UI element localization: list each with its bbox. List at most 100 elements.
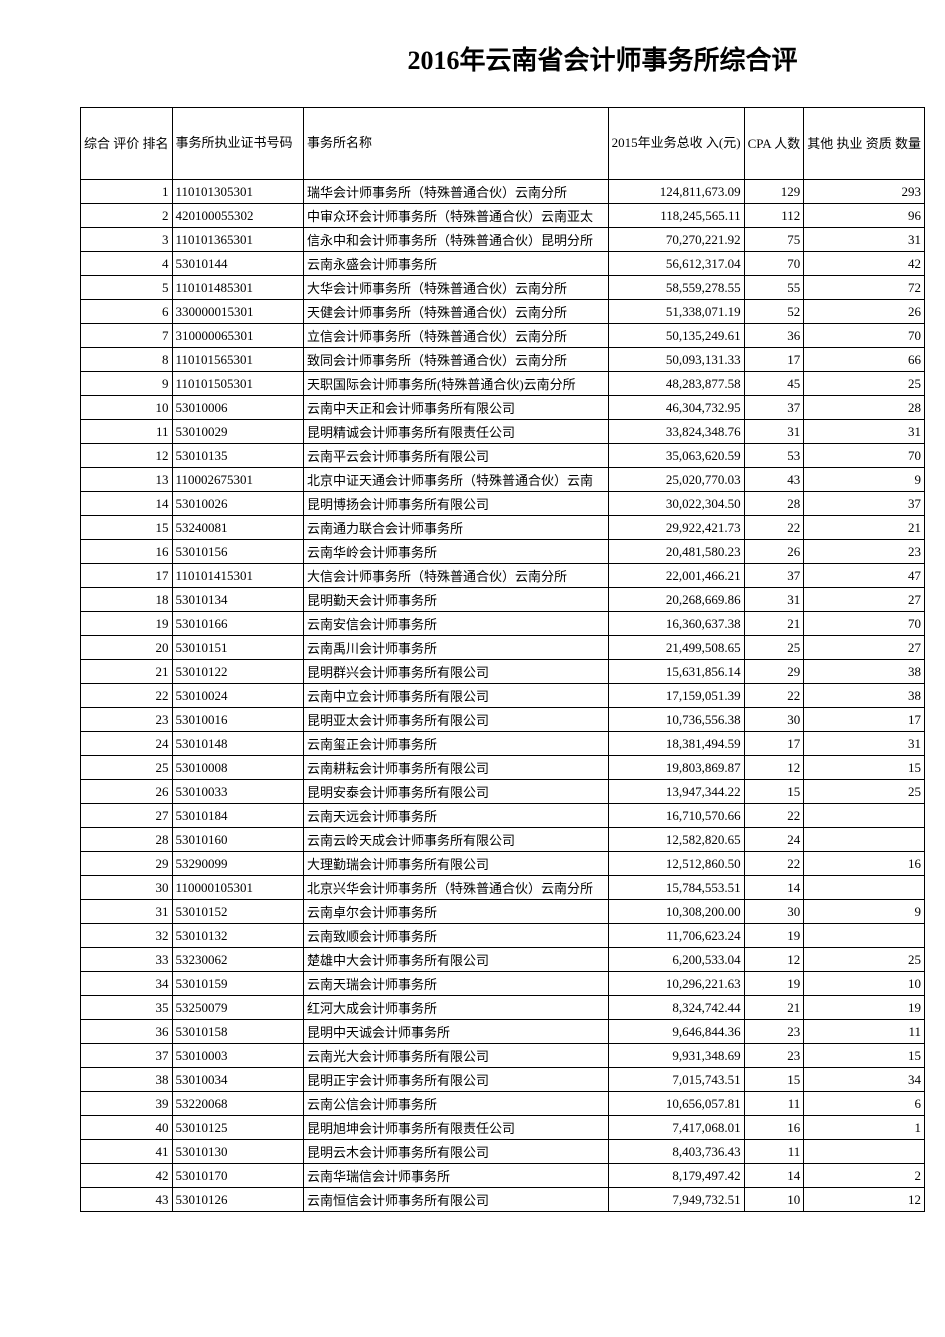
table-row: 4253010170云南华瑞信会计师事务所8,179,497.42142 bbox=[81, 1164, 925, 1188]
cell-income: 33,824,348.76 bbox=[608, 420, 744, 444]
table-row: 2153010122昆明群兴会计师事务所有限公司15,631,856.14293… bbox=[81, 660, 925, 684]
cell-name: 昆明旭坤会计师事务所有限责任公司 bbox=[303, 1116, 608, 1140]
cell-name: 立信会计师事务所（特殊普通合伙）云南分所 bbox=[303, 324, 608, 348]
cell-rank: 37 bbox=[81, 1044, 173, 1068]
cell-name: 云南中立会计师事务所有限公司 bbox=[303, 684, 608, 708]
cell-rank: 20 bbox=[81, 636, 173, 660]
cell-cpa: 23 bbox=[744, 1044, 804, 1068]
table-row: 3110101365301信永中和会计师事务所（特殊普通合伙）昆明分所70,27… bbox=[81, 228, 925, 252]
cell-other: 23 bbox=[804, 540, 925, 564]
cell-rank: 14 bbox=[81, 492, 173, 516]
cell-license: 53010151 bbox=[172, 636, 303, 660]
table-row: 3653010158昆明中天诚会计师事务所9,646,844.362311 bbox=[81, 1020, 925, 1044]
cell-license: 53010184 bbox=[172, 804, 303, 828]
table-row: 5110101485301大华会计师事务所（特殊普通合伙）云南分所58,559,… bbox=[81, 276, 925, 300]
cell-income: 21,499,508.65 bbox=[608, 636, 744, 660]
table-row: 1253010135云南平云会计师事务所有限公司35,063,620.59537… bbox=[81, 444, 925, 468]
cell-cpa: 22 bbox=[744, 804, 804, 828]
cell-other: 12 bbox=[804, 1188, 925, 1212]
cell-rank: 40 bbox=[81, 1116, 173, 1140]
cell-cpa: 21 bbox=[744, 612, 804, 636]
cell-license: 53010026 bbox=[172, 492, 303, 516]
cell-rank: 1 bbox=[81, 180, 173, 204]
table-row: 1153010029昆明精诚会计师事务所有限责任公司33,824,348.763… bbox=[81, 420, 925, 444]
cell-other: 1 bbox=[804, 1116, 925, 1140]
cell-income: 50,093,131.33 bbox=[608, 348, 744, 372]
cell-other: 2 bbox=[804, 1164, 925, 1188]
cell-name: 云南华瑞信会计师事务所 bbox=[303, 1164, 608, 1188]
table-row: 3753010003云南光大会计师事务所有限公司9,931,348.692315 bbox=[81, 1044, 925, 1068]
table-row: 1653010156云南华岭会计师事务所20,481,580.232623 bbox=[81, 540, 925, 564]
cell-rank: 4 bbox=[81, 252, 173, 276]
cell-name: 大信会计师事务所（特殊普通合伙）云南分所 bbox=[303, 564, 608, 588]
cell-cpa: 30 bbox=[744, 900, 804, 924]
cell-license: 53010132 bbox=[172, 924, 303, 948]
cell-rank: 26 bbox=[81, 780, 173, 804]
cell-income: 29,922,421.73 bbox=[608, 516, 744, 540]
cell-cpa: 43 bbox=[744, 468, 804, 492]
cell-rank: 16 bbox=[81, 540, 173, 564]
cell-rank: 2 bbox=[81, 204, 173, 228]
cell-income: 9,646,844.36 bbox=[608, 1020, 744, 1044]
cell-license: 110101305301 bbox=[172, 180, 303, 204]
header-license: 事务所执业证书号码 bbox=[172, 108, 303, 180]
cell-rank: 27 bbox=[81, 804, 173, 828]
cell-cpa: 24 bbox=[744, 828, 804, 852]
cell-name: 昆明群兴会计师事务所有限公司 bbox=[303, 660, 608, 684]
table-row: 2453010148云南玺正会计师事务所18,381,494.591731 bbox=[81, 732, 925, 756]
cell-name: 昆明中天诚会计师事务所 bbox=[303, 1020, 608, 1044]
cell-cpa: 22 bbox=[744, 852, 804, 876]
table-row: 1110101305301瑞华会计师事务所（特殊普通合伙）云南分所124,811… bbox=[81, 180, 925, 204]
cell-other bbox=[804, 828, 925, 852]
cell-other: 31 bbox=[804, 732, 925, 756]
cell-name: 云南安信会计师事务所 bbox=[303, 612, 608, 636]
cell-other: 9 bbox=[804, 468, 925, 492]
table-row: 9110101505301天职国际会计师事务所(特殊普通合伙)云南分所48,28… bbox=[81, 372, 925, 396]
table-body: 1110101305301瑞华会计师事务所（特殊普通合伙）云南分所124,811… bbox=[81, 180, 925, 1212]
cell-other: 27 bbox=[804, 636, 925, 660]
cell-other: 70 bbox=[804, 612, 925, 636]
cell-other: 16 bbox=[804, 852, 925, 876]
cell-rank: 43 bbox=[81, 1188, 173, 1212]
cell-name: 北京中证天通会计师事务所（特殊普通合伙）云南 bbox=[303, 468, 608, 492]
cell-cpa: 26 bbox=[744, 540, 804, 564]
cell-other: 25 bbox=[804, 948, 925, 972]
cell-cpa: 36 bbox=[744, 324, 804, 348]
cell-other: 28 bbox=[804, 396, 925, 420]
cell-name: 云南天瑞会计师事务所 bbox=[303, 972, 608, 996]
cell-rank: 13 bbox=[81, 468, 173, 492]
cell-license: 53010160 bbox=[172, 828, 303, 852]
cell-cpa: 21 bbox=[744, 996, 804, 1020]
cell-name: 昆明亚太会计师事务所有限公司 bbox=[303, 708, 608, 732]
cell-cpa: 16 bbox=[744, 1116, 804, 1140]
table-row: 3453010159云南天瑞会计师事务所10,296,221.631910 bbox=[81, 972, 925, 996]
cell-income: 10,308,200.00 bbox=[608, 900, 744, 924]
cell-name: 云南禹川会计师事务所 bbox=[303, 636, 608, 660]
cell-name: 致同会计师事务所（特殊普通合伙）云南分所 bbox=[303, 348, 608, 372]
cell-cpa: 14 bbox=[744, 1164, 804, 1188]
cell-other bbox=[804, 924, 925, 948]
table-row: 2853010160云南云岭天成会计师事务所有限公司12,582,820.652… bbox=[81, 828, 925, 852]
cell-income: 18,381,494.59 bbox=[608, 732, 744, 756]
cell-other: 34 bbox=[804, 1068, 925, 1092]
cell-other: 21 bbox=[804, 516, 925, 540]
cell-rank: 42 bbox=[81, 1164, 173, 1188]
table-row: 1953010166云南安信会计师事务所16,360,637.382170 bbox=[81, 612, 925, 636]
cell-income: 35,063,620.59 bbox=[608, 444, 744, 468]
table-row: 2053010151云南禹川会计师事务所21,499,508.652527 bbox=[81, 636, 925, 660]
cell-name: 云南致顺会计师事务所 bbox=[303, 924, 608, 948]
cell-name: 红河大成会计师事务所 bbox=[303, 996, 608, 1020]
cell-cpa: 45 bbox=[744, 372, 804, 396]
cell-license: 53010029 bbox=[172, 420, 303, 444]
cell-rank: 12 bbox=[81, 444, 173, 468]
cell-other: 17 bbox=[804, 708, 925, 732]
cell-income: 10,296,221.63 bbox=[608, 972, 744, 996]
cell-rank: 28 bbox=[81, 828, 173, 852]
cell-rank: 11 bbox=[81, 420, 173, 444]
cell-rank: 34 bbox=[81, 972, 173, 996]
cell-rank: 29 bbox=[81, 852, 173, 876]
table-row: 8110101565301致同会计师事务所（特殊普通合伙）云南分所50,093,… bbox=[81, 348, 925, 372]
cell-income: 6,200,533.04 bbox=[608, 948, 744, 972]
cell-income: 50,135,249.61 bbox=[608, 324, 744, 348]
cell-rank: 7 bbox=[81, 324, 173, 348]
